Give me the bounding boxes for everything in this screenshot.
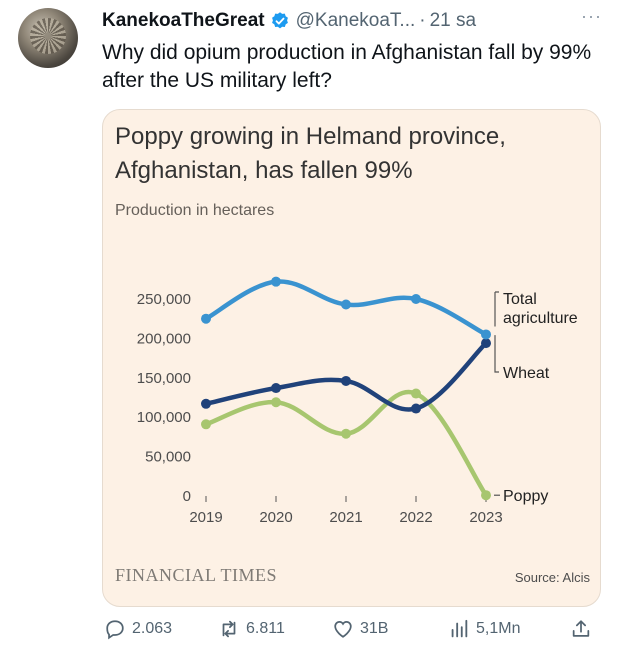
legend-label-total-agriculture: Total xyxy=(503,291,537,308)
data-point xyxy=(271,276,281,287)
data-point xyxy=(201,419,211,430)
data-point xyxy=(341,299,351,310)
like-count: 31B xyxy=(360,620,389,637)
reply-button[interactable]: 2.063 xyxy=(104,618,172,640)
reply-count: 2.063 xyxy=(132,620,173,637)
y-tick-label: 0 xyxy=(183,488,191,505)
verified-badge-icon xyxy=(271,12,288,29)
separator-dot: · xyxy=(419,10,426,31)
repost-icon xyxy=(222,620,236,638)
reply-icon xyxy=(106,620,124,640)
heart-icon xyxy=(334,620,352,638)
user-handle[interactable]: @KanekoaT... xyxy=(295,10,416,31)
data-point xyxy=(481,490,491,501)
tweet-text: Why did opium production in Afghanistan … xyxy=(102,41,592,92)
data-point xyxy=(411,388,421,399)
avatar[interactable] xyxy=(18,8,78,68)
x-tick-label: 2021 xyxy=(329,509,362,526)
x-tick-label: 2023 xyxy=(469,509,502,526)
data-point xyxy=(271,397,281,408)
chart-card[interactable]: Poppy growing in Helmand province, Afgha… xyxy=(102,109,601,607)
y-tick-label: 250,000 xyxy=(137,291,191,308)
legend-bracket-wheat xyxy=(494,335,499,373)
series-line xyxy=(203,389,489,498)
data-point xyxy=(271,383,281,394)
x-tick-label: 2020 xyxy=(259,509,292,526)
repost-button[interactable]: 6.811 xyxy=(218,618,285,640)
chart-source: Source: Alcis xyxy=(514,570,590,585)
chart-title: Poppy growing in Helmand province, Afgha… xyxy=(115,123,506,184)
display-name[interactable]: KanekoaTheGreat xyxy=(102,10,265,31)
line-chart: 0 50,000 100,000 150,000 200,000 250,000 2019 2… xyxy=(137,276,578,526)
legend-bracket-total xyxy=(494,291,499,327)
legend-label-total-agriculture: agriculture xyxy=(503,310,578,327)
data-point xyxy=(411,403,421,414)
data-point xyxy=(341,375,351,386)
legend-label-wheat: Wheat xyxy=(503,365,550,382)
y-tick-label: 150,000 xyxy=(137,370,191,387)
data-point xyxy=(411,294,421,304)
x-tick-label: 2022 xyxy=(399,509,432,526)
data-point xyxy=(341,428,351,439)
y-tick-label: 200,000 xyxy=(137,330,191,347)
views-count: 5,1Mn xyxy=(476,620,521,637)
like-button[interactable]: 31B xyxy=(332,618,388,640)
y-tick-label: 50,000 xyxy=(145,449,191,466)
share-icon xyxy=(572,620,590,637)
brand-logo: FINANCIAL TIMES xyxy=(115,565,278,585)
views-chart-icon xyxy=(451,619,468,638)
more-options-icon[interactable]: ··· xyxy=(581,6,602,26)
action-bar: 2.063 6.811 31B 5,1Mn xyxy=(0,618,618,648)
timestamp[interactable]: 21 sa xyxy=(429,10,477,31)
data-point xyxy=(481,329,491,340)
x-tick-label: 2019 xyxy=(189,509,222,526)
y-tick-label: 100,000 xyxy=(137,409,191,426)
legend-label-poppy: Poppy xyxy=(503,488,548,505)
share-button[interactable] xyxy=(570,618,598,640)
data-point xyxy=(201,313,211,324)
tweet-header: KanekoaTheGreat @KanekoaT... · 21 sa ··· xyxy=(102,6,602,34)
views-button[interactable]: 5,1Mn xyxy=(448,618,520,640)
chart-subtitle: Production in hectares xyxy=(115,202,275,219)
data-point xyxy=(481,338,491,349)
repost-count: 6.811 xyxy=(246,620,285,637)
data-point xyxy=(201,398,211,409)
